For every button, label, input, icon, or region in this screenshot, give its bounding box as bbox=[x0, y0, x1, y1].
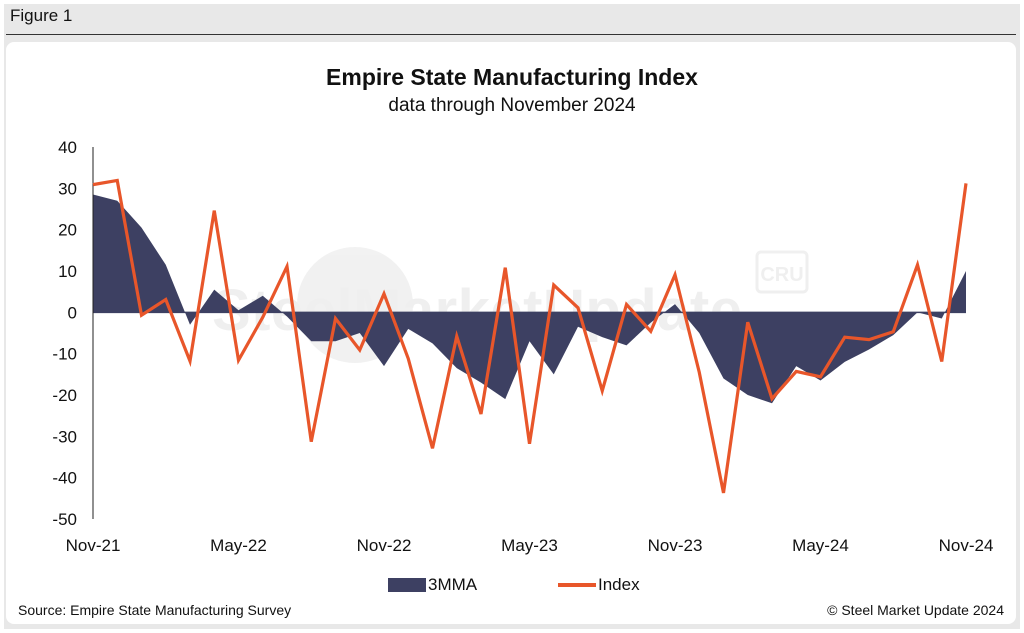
legend-label-3mma: 3MMA bbox=[428, 575, 478, 594]
x-tick-label: Nov-23 bbox=[648, 536, 703, 555]
x-tick-label: May-22 bbox=[210, 536, 267, 555]
x-tick-label: Nov-22 bbox=[357, 536, 412, 555]
legend-swatch-index bbox=[558, 583, 596, 587]
chart-title: Empire State Manufacturing Index bbox=[326, 64, 698, 90]
y-tick-label: -10 bbox=[52, 345, 77, 364]
y-tick-label: 40 bbox=[58, 138, 77, 157]
y-tick-label: -30 bbox=[52, 427, 77, 446]
area-layer bbox=[93, 194, 966, 404]
chart-subtitle: data through November 2024 bbox=[388, 95, 636, 116]
figure-divider bbox=[6, 34, 1016, 35]
line-layer bbox=[92, 178, 968, 494]
x-tick-label: Nov-24 bbox=[939, 536, 994, 555]
y-tick-label: 10 bbox=[58, 262, 77, 281]
y-tick-label: 20 bbox=[58, 221, 77, 240]
x-tick-label: Nov-21 bbox=[66, 536, 121, 555]
y-tick-label: -50 bbox=[52, 510, 77, 529]
legend-item-index: Index bbox=[558, 575, 640, 595]
figure-label: Figure 1 bbox=[10, 6, 73, 25]
series-index-line bbox=[92, 178, 968, 494]
x-tick-label: May-24 bbox=[792, 536, 849, 555]
series-3mma-area bbox=[93, 194, 966, 404]
watermark-badge-text: CRU bbox=[760, 264, 803, 286]
x-tick-label: May-23 bbox=[501, 536, 558, 555]
source-note: Source: Empire State Manufacturing Surve… bbox=[18, 602, 292, 618]
legend-label-index: Index bbox=[598, 575, 640, 594]
axis-layer: 40 30 20 10 0 -10 -20 -30 -40 -50 Nov-21 May-22 Nov-… bbox=[52, 138, 993, 555]
copyright-note: © Steel Market Update 2024 bbox=[827, 602, 1004, 618]
y-tick-label: 0 bbox=[68, 303, 77, 322]
legend-swatch-3mma bbox=[388, 578, 426, 592]
y-tick-label: -40 bbox=[52, 469, 77, 488]
watermark-badge bbox=[755, 250, 809, 294]
y-tick-label: 30 bbox=[58, 179, 77, 198]
y-tick-label: -20 bbox=[52, 386, 77, 405]
legend-item-3mma: 3MMA bbox=[388, 575, 477, 595]
